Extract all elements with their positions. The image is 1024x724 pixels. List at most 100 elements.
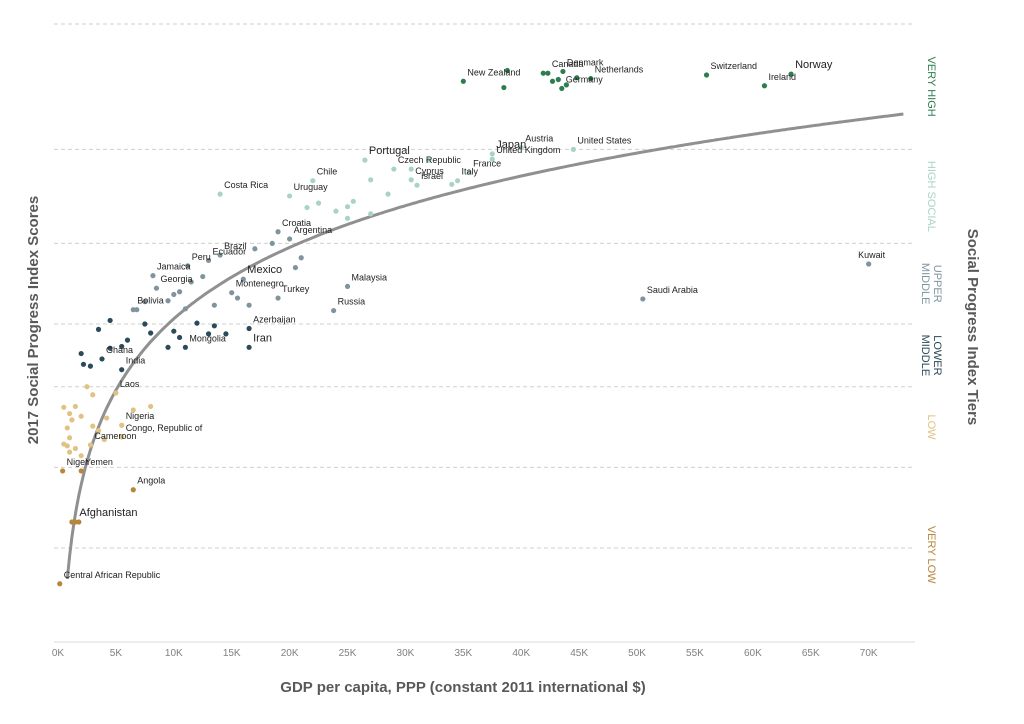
data-point (287, 193, 293, 199)
label-brazil: Brazil (224, 241, 247, 251)
data-point (217, 252, 223, 258)
data-point (150, 273, 156, 279)
data-point (182, 306, 188, 312)
data-point (298, 255, 304, 261)
data-point (211, 302, 217, 308)
data-point (391, 166, 397, 172)
data-point (560, 68, 566, 75)
data-point (119, 434, 125, 440)
data-point (99, 356, 105, 362)
tier-label-lower-middle: MIDDLE (919, 335, 931, 377)
data-point (205, 257, 212, 264)
x-tick-label: 65K (802, 648, 820, 659)
data-point (414, 182, 420, 188)
data-point (504, 67, 510, 74)
x-tick-label: 55K (686, 648, 704, 659)
label-japan: Japan (496, 139, 526, 151)
data-point (95, 428, 102, 434)
label-montenegro: Montenegro (236, 279, 284, 289)
data-point (292, 264, 299, 271)
label-laos: Laos (120, 379, 140, 389)
data-point (134, 307, 140, 313)
x-tick-label: 50K (628, 648, 646, 659)
x-tick-label: 30K (397, 648, 415, 659)
label-united-kingdom: United Kingdom (496, 145, 560, 155)
label-croatia: Croatia (282, 218, 311, 228)
data-point (275, 295, 281, 301)
label-uruguay: Uruguay (294, 182, 329, 192)
x-axis-title: GDP per capita, PPP (constant 2011 inter… (280, 679, 645, 696)
x-tick-label: 10K (165, 648, 183, 659)
data-point (344, 215, 351, 221)
label-malaysia: Malaysia (352, 272, 388, 282)
data-point (368, 211, 374, 217)
data-point (76, 519, 82, 525)
data-point (540, 70, 546, 76)
data-point (130, 487, 136, 493)
data-point (200, 273, 206, 280)
x-tick-label: 20K (281, 648, 299, 659)
data-point (119, 343, 125, 350)
data-point (57, 581, 63, 587)
x-tick-label: 5K (110, 648, 123, 659)
label-france: France (473, 159, 501, 169)
label-iran: Iran (253, 332, 272, 344)
data-point (148, 403, 154, 410)
data-point (205, 331, 212, 337)
data-point (217, 191, 223, 197)
data-point (246, 302, 252, 308)
data-point (275, 229, 281, 235)
label-germany: Germany (566, 74, 604, 84)
data-point (78, 453, 84, 459)
data-point (489, 151, 495, 157)
x-tick-label: 35K (454, 648, 472, 659)
data-point (223, 331, 229, 337)
data-point (252, 246, 258, 252)
data-point (64, 443, 70, 449)
data-point (78, 350, 84, 357)
data-point (124, 337, 131, 343)
data-point (113, 390, 119, 396)
data-point (333, 208, 339, 214)
label-chile: Chile (317, 167, 338, 177)
data-point (60, 468, 66, 474)
x-tick-label: 60K (744, 648, 762, 659)
x-tick-label: 25K (339, 648, 357, 659)
data-point (466, 170, 472, 176)
data-point (80, 361, 87, 367)
data-point (119, 422, 125, 428)
label-jamaica: Jamaica (157, 262, 191, 272)
data-point (240, 276, 246, 282)
data-point (61, 404, 67, 410)
data-point (408, 166, 414, 172)
data-point (194, 320, 200, 326)
data-point (66, 435, 73, 441)
label-cameroon: Cameroon (94, 431, 136, 441)
label-russia: Russia (338, 297, 366, 307)
data-point (188, 279, 194, 285)
tier-label-low: LOW (925, 414, 937, 440)
data-point (588, 75, 594, 82)
data-point (84, 384, 90, 390)
data-point (549, 78, 556, 84)
data-point (454, 178, 461, 184)
data-point (425, 157, 432, 163)
data-point (501, 84, 507, 91)
data-point (408, 177, 414, 183)
data-point (64, 425, 70, 431)
label-nigeria: Nigeria (126, 411, 155, 421)
data-point (788, 71, 794, 77)
label-canada: Canada (552, 59, 584, 69)
label-argentina: Argentina (294, 225, 333, 235)
tier-gridlines (54, 23, 915, 549)
label-kuwait: Kuwait (858, 250, 886, 260)
label-czech-republic: Czech Republic (398, 155, 462, 165)
data-point (177, 289, 183, 295)
label-united-states: United States (577, 135, 632, 145)
label-netherlands: Netherlands (595, 65, 644, 75)
label-georgia: Georgia (160, 274, 192, 284)
label-norway: Norway (795, 59, 833, 71)
data-point (460, 78, 466, 84)
